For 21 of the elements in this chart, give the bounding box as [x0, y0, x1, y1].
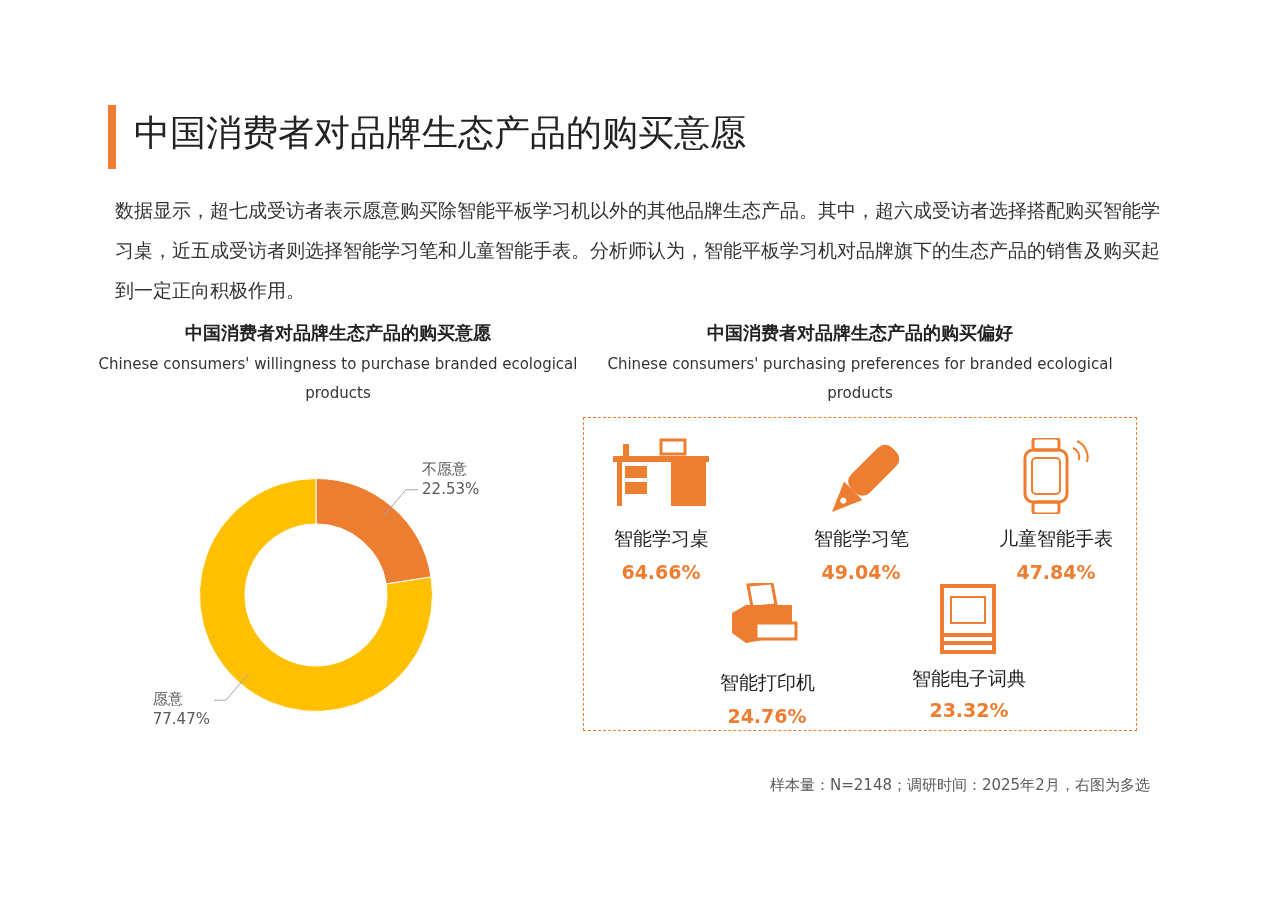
slice-label: 愿意	[152, 690, 183, 709]
text: Chinese consumers' purchasing preferences for branded ecological products	[606, 354, 1114, 404]
data-label: 24.76%	[726, 705, 808, 727]
category-label: 智能电子词典	[911, 666, 1027, 691]
category-label: 智能学习笔	[812, 526, 910, 551]
data-label: 47.84%	[1015, 561, 1097, 583]
text: 样本量：N=2148；调研时间：2025年2月，右图为多选	[770, 776, 1150, 795]
data-label: 49.04%	[820, 561, 902, 583]
chart-title: 中国消费者对品牌生态产品的购买意愿	[184, 321, 492, 345]
slice-label: 不愿意	[422, 459, 468, 478]
data-label: 77.47%	[152, 710, 210, 729]
data-label: 64.66%	[620, 561, 702, 583]
text: 数据显示，超七成受访者表示愿意购买除智能平板学习机以外的其他品牌生态产品。其中，超六成受访者选择搭配购买智能学习桌，近五成受访者则选择智能学习笔和儿童智能手表。分析师认为，智能平板学习机对品牌旗下的生态产品的销售及购买起到一定正向积极作用。	[115, 198, 1161, 303]
category-label: 智能打印机	[718, 670, 816, 695]
category-label: 儿童智能手表	[998, 526, 1114, 551]
chart-subtitle: Chinese consumers' willingness to purchase branded ecological products	[97, 354, 579, 404]
text: 中国消费者对品牌生态产品的购买意愿	[134, 111, 746, 155]
text: 中国消费者对品牌生态产品的购买偏好	[706, 321, 1014, 345]
category-label: 智能学习桌	[612, 526, 710, 551]
data-label: 22.53%	[422, 479, 480, 498]
data-label: 23.32%	[928, 699, 1010, 721]
